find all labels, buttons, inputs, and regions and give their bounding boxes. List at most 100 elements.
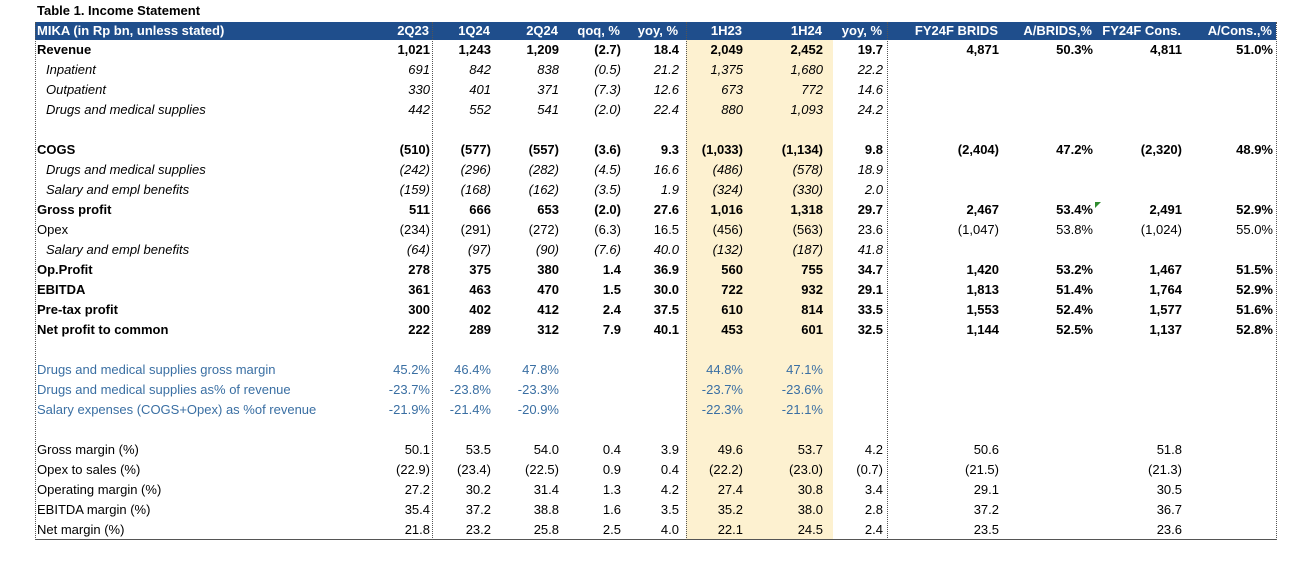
- header-qoq: qoq, %: [577, 23, 620, 38]
- table-cell: 541: [537, 102, 559, 117]
- table-cell: 1.4: [602, 262, 621, 277]
- header-fy24f-cons: FY24F Cons.: [1102, 23, 1181, 38]
- table-cell: 1.5: [602, 282, 621, 297]
- table-cell: 1,467: [1149, 262, 1182, 277]
- row-label: Salary and empl benefits: [46, 242, 190, 257]
- table-cell: 1,137: [1149, 322, 1182, 337]
- table-cell: 552: [469, 102, 491, 117]
- table-cell: 37.2: [465, 502, 491, 517]
- table-cell: (1,033): [701, 142, 743, 157]
- table-cell: (7.3): [594, 82, 621, 97]
- table-cell: (2.7): [594, 42, 621, 57]
- table-cell: 2,491: [1149, 202, 1182, 217]
- table-cell: 375: [469, 262, 491, 277]
- table-cell: 4,871: [966, 42, 999, 57]
- table-cell: 0.4: [660, 462, 679, 477]
- table-cell: 22.2: [857, 62, 883, 77]
- table-cell: -21.4%: [449, 402, 491, 417]
- table-cell: 25.8: [533, 522, 559, 537]
- table-cell: 30.0: [653, 282, 679, 297]
- header-1h24: 1H24: [790, 23, 822, 38]
- table-cell: 814: [801, 302, 823, 317]
- spacer-row: [0, 340, 1313, 360]
- row-label: Opex: [37, 222, 69, 237]
- table-cell: 1,021: [397, 42, 430, 57]
- table-row: Net profit to common 222 289 312 7.9 40.1 453 6…: [0, 320, 1313, 340]
- table-cell: (22.5): [525, 462, 559, 477]
- table-row: EBITDA margin (%) 35.4 37.2 38.8 1.6 3.5 35.2 3…: [0, 500, 1313, 520]
- table-cell: (282): [528, 162, 559, 177]
- table-cell: 2.8: [864, 502, 883, 517]
- table-cell: 1,813: [966, 282, 999, 297]
- table-cell: (64): [406, 242, 430, 257]
- table-cell: 46.4%: [454, 362, 491, 377]
- table-cell: 21.8: [404, 522, 430, 537]
- table-cell: (159): [399, 182, 430, 197]
- row-label: Net profit to common: [37, 322, 169, 337]
- table-cell: 12.6: [653, 82, 679, 97]
- table-cell: 51.8: [1156, 442, 1182, 457]
- table-cell: 666: [469, 202, 491, 217]
- table-cell: 1,420: [966, 262, 999, 277]
- table-cell: 511: [409, 202, 430, 217]
- table-cell: 1.9: [660, 182, 679, 197]
- table-cell: (168): [460, 182, 491, 197]
- table-cell: 361: [408, 282, 430, 297]
- table-row: Net margin (%) 21.8 23.2 25.8 2.5 4.0 22.1 24.5…: [0, 520, 1313, 540]
- table-cell: 18.4: [653, 42, 679, 57]
- table-cell: 691: [408, 62, 430, 77]
- table-cell: 470: [537, 282, 559, 297]
- table-cell: (0.7): [856, 462, 883, 477]
- table-border-right: [1276, 22, 1277, 540]
- table-row: Drugs and medical supplies as% of revenu…: [0, 380, 1313, 400]
- table-cell: (2.0): [594, 102, 621, 117]
- header-1q24: 1Q24: [458, 23, 490, 38]
- table-cell: 880: [721, 102, 743, 117]
- row-label: EBITDA margin (%): [37, 502, 151, 517]
- table-cell: (1,134): [781, 142, 823, 157]
- table-cell: 38.0: [797, 502, 823, 517]
- table-cell: 50.6: [973, 442, 999, 457]
- table-row: Gross margin (%) 50.1 53.5 54.0 0.4 3.9 49.6 53…: [0, 440, 1313, 460]
- table-cell: (324): [712, 182, 743, 197]
- table-cell: 32.5: [857, 322, 883, 337]
- table-row: Op.Profit 278 375 380 1.4 36.9 560 755 34.7 1,420…: [0, 260, 1313, 280]
- column-divider: [432, 22, 433, 540]
- table-cell: 0.4: [602, 442, 621, 457]
- table-row: Drugs and medical supplies 442 552 541 (2.0)…: [0, 100, 1313, 120]
- row-label: Net margin (%): [37, 522, 125, 537]
- table-cell: 2,467: [966, 202, 999, 217]
- row-label: COGS: [37, 142, 76, 157]
- table-cell: 371: [537, 82, 559, 97]
- table-cell: (90): [535, 242, 559, 257]
- table-cell: 30.5: [1156, 482, 1182, 497]
- row-label: Gross profit: [37, 202, 112, 217]
- table-cell: (3.6): [594, 142, 621, 157]
- table-cell: 53.4%: [1056, 202, 1093, 217]
- table-cell: -21.1%: [781, 402, 823, 417]
- table-cell: 653: [537, 202, 559, 217]
- table-body: Revenue 1,021 1,243 1,209 (2.7) 18.4 2,049 2,45…: [0, 40, 1313, 540]
- table-cell: 53.5: [465, 442, 491, 457]
- table-cell: (563): [792, 222, 823, 237]
- table-cell: 4.0: [660, 522, 679, 537]
- header-fy24f-brids: FY24F BRIDS: [914, 23, 998, 38]
- table-cell: 54.0: [533, 442, 559, 457]
- table-cell: 932: [801, 282, 823, 297]
- table-cell: (510): [399, 142, 430, 157]
- table-cell: (7.6): [594, 242, 621, 257]
- table-cell: 41.8: [857, 242, 883, 257]
- table-cell: 838: [537, 62, 559, 77]
- table-row: EBITDA 361 463 470 1.5 30.0 722 932 29.1 1,813 51.…: [0, 280, 1313, 300]
- table-cell: 1,680: [790, 62, 823, 77]
- table-cell: 312: [537, 322, 559, 337]
- row-label: EBITDA: [37, 282, 86, 297]
- table-cell: 50.3%: [1056, 42, 1093, 57]
- table-cell: 3.9: [660, 442, 679, 457]
- table-row: Drugs and medical supplies (242) (296) (282…: [0, 160, 1313, 180]
- table-cell: (578): [792, 162, 823, 177]
- table-cell: 453: [721, 322, 743, 337]
- table-cell: (22.2): [709, 462, 743, 477]
- table-cell: 1,553: [966, 302, 999, 317]
- table-row: Revenue 1,021 1,243 1,209 (2.7) 18.4 2,049 2,45…: [0, 40, 1313, 60]
